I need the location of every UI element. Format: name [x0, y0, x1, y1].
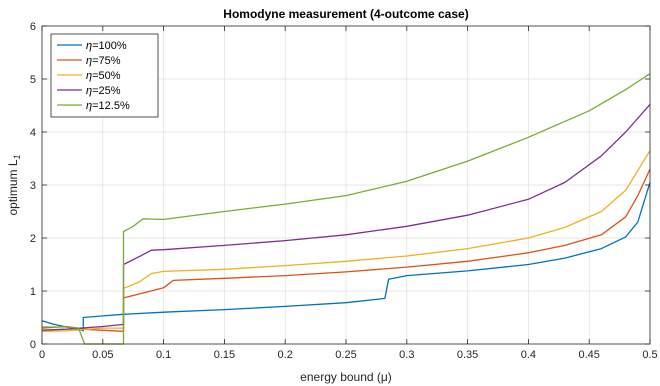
- axis-ticks: 0 0.05 0.1 0.15 0.2 0.25 0.3 0.35 0.4 0.45 0.5 0 1 2 3…: [30, 21, 658, 361]
- series-lines: [41, 73, 651, 345]
- legend-label: η=100%: [86, 40, 127, 52]
- legend: η=100%η=75%η=50%η=25%η=12.5%: [50, 33, 159, 118]
- y-tick-label: 3: [30, 180, 36, 192]
- x-axis-title: energy bound (μ): [300, 370, 392, 384]
- legend-label-symbol: η: [86, 40, 92, 52]
- x-tick-label: 0.3: [399, 349, 414, 361]
- y-tick-label: 0: [30, 339, 36, 351]
- series-line: [41, 103, 651, 331]
- series-line: [42, 73, 651, 345]
- legend-label-value: =100%: [92, 40, 127, 52]
- x-tick-label: 0.5: [642, 349, 657, 361]
- x-tick-label: 0.15: [214, 349, 235, 361]
- legend-label-symbol: η: [86, 55, 92, 67]
- legend-label: η=75%: [86, 55, 121, 67]
- legend-label-value: =75%: [92, 55, 121, 67]
- legend-label-symbol: η: [86, 85, 92, 97]
- chart-title: Homodyne measurement (4-outcome case): [223, 7, 468, 21]
- x-tick-label: 0.05: [92, 349, 113, 361]
- series-line: [41, 168, 651, 332]
- grid-lines: [42, 26, 650, 344]
- y-axis-title-main: optimum L: [6, 159, 20, 215]
- x-tick-label: 0.45: [578, 349, 599, 361]
- y-tick-label: 6: [30, 21, 36, 33]
- y-tick-label: 2: [30, 233, 36, 245]
- y-tick-label: 1: [30, 286, 36, 298]
- legend-label-symbol: η: [86, 70, 92, 82]
- y-axis-title: optimum L1: [6, 154, 22, 215]
- x-tick-label: 0.1: [156, 349, 171, 361]
- legend-label: η=12.5%: [86, 100, 130, 112]
- x-tick-label: 0.35: [457, 349, 478, 361]
- legend-label-value: =50%: [92, 70, 121, 82]
- y-axis-title-subscript: 1: [12, 154, 22, 159]
- y-tick-label: 5: [30, 74, 36, 86]
- legend-label-value: =25%: [92, 85, 121, 97]
- y-tick-label: 4: [30, 127, 36, 139]
- legend-label-value: =12.5%: [92, 100, 130, 112]
- series-line: [41, 150, 651, 332]
- x-tick-label: 0: [39, 349, 45, 361]
- legend-label-symbol: η: [86, 100, 92, 112]
- x-tick-label: 0.4: [521, 349, 536, 361]
- x-tick-label: 0.2: [278, 349, 293, 361]
- x-tick-label: 0.25: [335, 349, 356, 361]
- legend-label: η=25%: [86, 85, 121, 97]
- legend-label: η=50%: [86, 70, 121, 82]
